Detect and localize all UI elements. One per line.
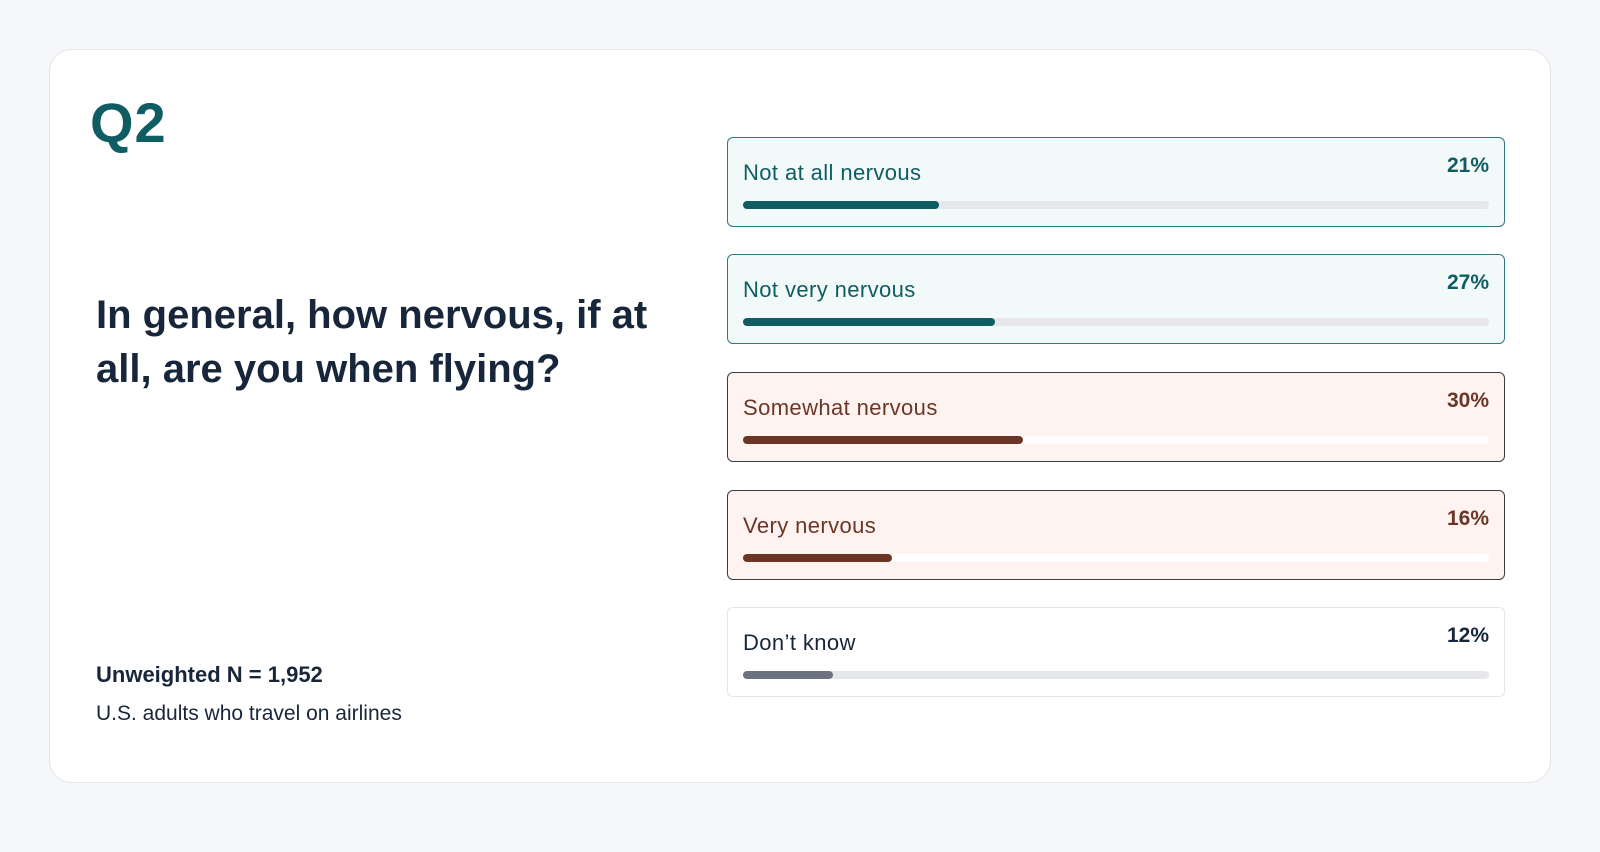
response-row: Don’t know 12% [727,607,1505,697]
response-percent: 30% [1446,389,1489,412]
response-row: Very nervous 16% [727,490,1505,580]
response-row: Not at all nervous 21% [727,137,1505,227]
response-row: Somewhat nervous 30% [727,372,1505,462]
bar-track [743,318,1489,326]
sample-size: Unweighted N = 1,952 [96,662,323,687]
response-percent: 21% [1446,154,1489,177]
response-label: Somewhat nervous [743,395,938,420]
bar-fill [743,201,939,209]
survey-card: Q2 In general, how nervous, if at all, a… [49,49,1551,783]
bar-track [743,201,1489,209]
question-number: Q2 [90,91,167,154]
bar-fill [743,554,893,562]
response-label: Not at all nervous [743,160,922,185]
bar-track [743,436,1489,444]
bar-track [743,554,1489,562]
response-percent: 27% [1446,271,1489,294]
bar-fill [743,318,995,326]
response-percent: 12% [1446,624,1489,647]
bar-fill [743,671,833,679]
question-text: In general, how nervous, if at all, are … [96,293,648,391]
population: U.S. adults who travel on airlines [96,702,402,725]
response-row: Not very nervous 27% [727,254,1505,344]
response-label: Very nervous [743,513,877,538]
response-percent: 16% [1446,507,1489,530]
bar-track [743,671,1489,679]
response-label: Not very nervous [743,277,916,302]
response-label: Don’t know [743,630,856,655]
bar-fill [743,436,1023,444]
